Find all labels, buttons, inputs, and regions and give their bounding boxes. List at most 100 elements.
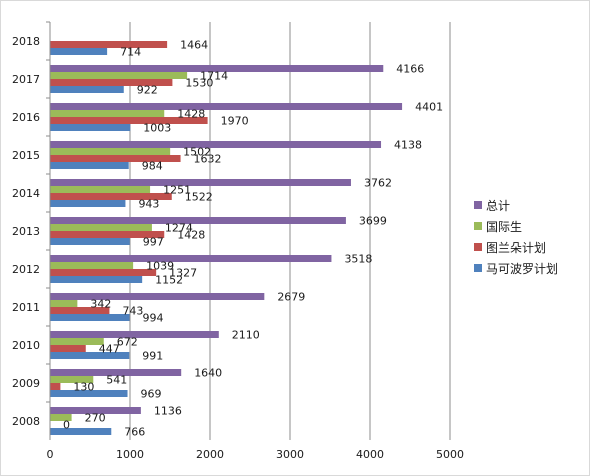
legend-swatch xyxy=(474,264,482,272)
bar-2016-3 xyxy=(50,103,403,110)
bar-2008-0 xyxy=(50,428,112,435)
x-tick-label: 4000 xyxy=(356,448,384,461)
legend-label: 国际生 xyxy=(486,220,522,234)
bar-2018-1 xyxy=(50,41,168,48)
data-label: 991 xyxy=(142,350,163,363)
legend-swatch xyxy=(474,222,482,230)
data-label: 984 xyxy=(142,160,163,173)
data-label: 743 xyxy=(122,305,143,318)
bar-2013-3 xyxy=(50,217,346,224)
bar-2011-2 xyxy=(50,300,78,307)
bar-2014-2 xyxy=(50,186,151,193)
data-label: 270 xyxy=(85,412,106,425)
data-label: 1522 xyxy=(185,191,213,204)
data-label: 969 xyxy=(141,388,162,401)
x-tick-label: 3000 xyxy=(276,448,304,461)
legend-label: 图兰朵计划 xyxy=(486,241,546,255)
bar-2016-0 xyxy=(50,124,131,131)
data-label: 1970 xyxy=(221,115,249,128)
data-label: 2110 xyxy=(232,329,260,342)
bar-2013-0 xyxy=(50,238,130,245)
bar-2009-1 xyxy=(50,383,61,390)
bar-2008-2 xyxy=(50,414,72,421)
data-label: 447 xyxy=(99,343,120,356)
bar-2015-3 xyxy=(50,141,382,148)
y-tick-label: 2016 xyxy=(12,111,40,124)
data-label: 3762 xyxy=(364,177,392,190)
bar-2012-2 xyxy=(50,262,134,269)
bar-2017-0 xyxy=(50,86,124,93)
y-tick-label: 2009 xyxy=(12,377,40,390)
data-label: 3699 xyxy=(359,215,387,228)
bar-2014-0 xyxy=(50,200,126,207)
data-label: 3518 xyxy=(344,253,372,266)
data-label: 1714 xyxy=(200,70,228,83)
bar-2017-1 xyxy=(50,79,173,86)
data-label: 342 xyxy=(90,298,111,311)
bar-2009-0 xyxy=(50,390,128,397)
bar-2013-1 xyxy=(50,231,165,238)
bar-2015-2 xyxy=(50,148,171,155)
x-tick-label: 0 xyxy=(47,448,54,461)
y-tick-label: 2012 xyxy=(12,263,40,276)
bar-2012-1 xyxy=(50,269,157,276)
bar-2017-2 xyxy=(50,72,188,79)
data-label: 2679 xyxy=(277,291,305,304)
bar-2011-1 xyxy=(50,307,110,314)
data-label: 672 xyxy=(117,336,138,349)
data-label: 1428 xyxy=(177,108,205,121)
bar-2015-1 xyxy=(50,155,181,162)
data-label: 943 xyxy=(138,198,159,211)
bar-2015-0 xyxy=(50,162,129,169)
y-tick-label: 2013 xyxy=(12,225,40,238)
bar-2010-0 xyxy=(50,352,130,359)
data-label: 4166 xyxy=(396,63,424,76)
y-tick-label: 2017 xyxy=(12,73,40,86)
data-label: 1152 xyxy=(155,274,183,287)
bar-2014-1 xyxy=(50,193,172,200)
data-label: 922 xyxy=(137,84,158,97)
data-label: 997 xyxy=(143,236,164,249)
legend-swatch xyxy=(474,201,482,209)
x-tick-label: 2000 xyxy=(196,448,224,461)
bar-2008-3 xyxy=(50,407,141,414)
axis-layer: 0 1000 2000 3000 4000 5000 2008 2009 2010 2011 201… xyxy=(12,21,464,461)
bar-2016-2 xyxy=(50,110,165,117)
bar-2014-3 xyxy=(50,179,351,186)
data-label: 1327 xyxy=(169,267,197,280)
bar-2010-2 xyxy=(50,338,104,345)
y-tick-label: 2015 xyxy=(12,149,40,162)
bar-2018-0 xyxy=(50,48,108,55)
data-label: 1428 xyxy=(177,229,205,242)
data-label: 1464 xyxy=(180,39,208,52)
legend-label: 总计 xyxy=(486,199,510,213)
bar-2012-0 xyxy=(50,276,143,283)
bar-2011-3 xyxy=(50,293,265,300)
bar-2017-3 xyxy=(50,65,384,72)
data-label: 1039 xyxy=(146,260,174,273)
bar-2011-0 xyxy=(50,314,130,321)
data-label: 0 xyxy=(63,419,70,432)
data-label: 994 xyxy=(143,312,164,325)
data-label: 714 xyxy=(120,46,141,59)
x-tick-label: 5000 xyxy=(436,448,464,461)
data-label: 130 xyxy=(73,381,94,394)
bar-2010-3 xyxy=(50,331,219,338)
data-label: 4401 xyxy=(415,101,443,114)
y-tick-label: 2008 xyxy=(12,415,40,428)
bar-2012-3 xyxy=(50,255,332,262)
y-tick-label: 2018 xyxy=(12,35,40,48)
legend-swatch xyxy=(474,243,482,251)
bar-2010-1 xyxy=(50,345,86,352)
data-label: 1274 xyxy=(165,222,193,235)
data-label: 1530 xyxy=(185,77,213,90)
bar-2013-2 xyxy=(50,224,152,231)
legend-label: 马可波罗计划 xyxy=(486,262,558,276)
data-label: 1003 xyxy=(143,122,171,135)
y-tick-label: 2010 xyxy=(12,339,40,352)
bar-2009-2 xyxy=(50,376,94,383)
data-label: 1502 xyxy=(183,146,211,159)
